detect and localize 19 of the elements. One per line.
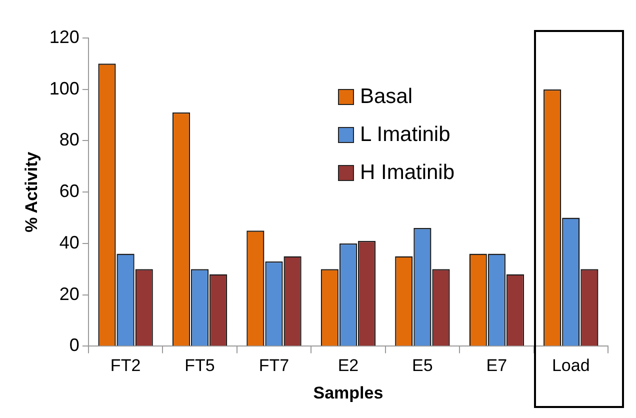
y-tick-label: 0: [69, 335, 80, 356]
x-tick-label: FT7: [258, 356, 290, 376]
legend-label: H Imatinib: [360, 161, 455, 185]
x-tick-label: E7: [486, 356, 508, 376]
y-tick-label: 60: [59, 181, 80, 202]
x-tick-label: E2: [338, 356, 359, 376]
y-tick-label: 100: [49, 78, 80, 98]
x-tick-label: Load: [552, 356, 590, 376]
y-tick-label: 40: [59, 232, 80, 252]
x-tick-label: FT5: [184, 356, 215, 376]
legend-label: L Imatinib: [360, 123, 450, 147]
y-tick-label: 80: [59, 130, 80, 150]
legend-label: Basal: [360, 85, 413, 109]
y-tick-label: 120: [49, 26, 80, 47]
x-axis-title: Samples: [313, 383, 384, 402]
y-tick-label: 20: [59, 284, 80, 304]
y-axis-title: % Activity: [22, 151, 41, 232]
x-tick-label: E5: [412, 356, 433, 376]
x-tick-label: FT2: [110, 356, 141, 376]
